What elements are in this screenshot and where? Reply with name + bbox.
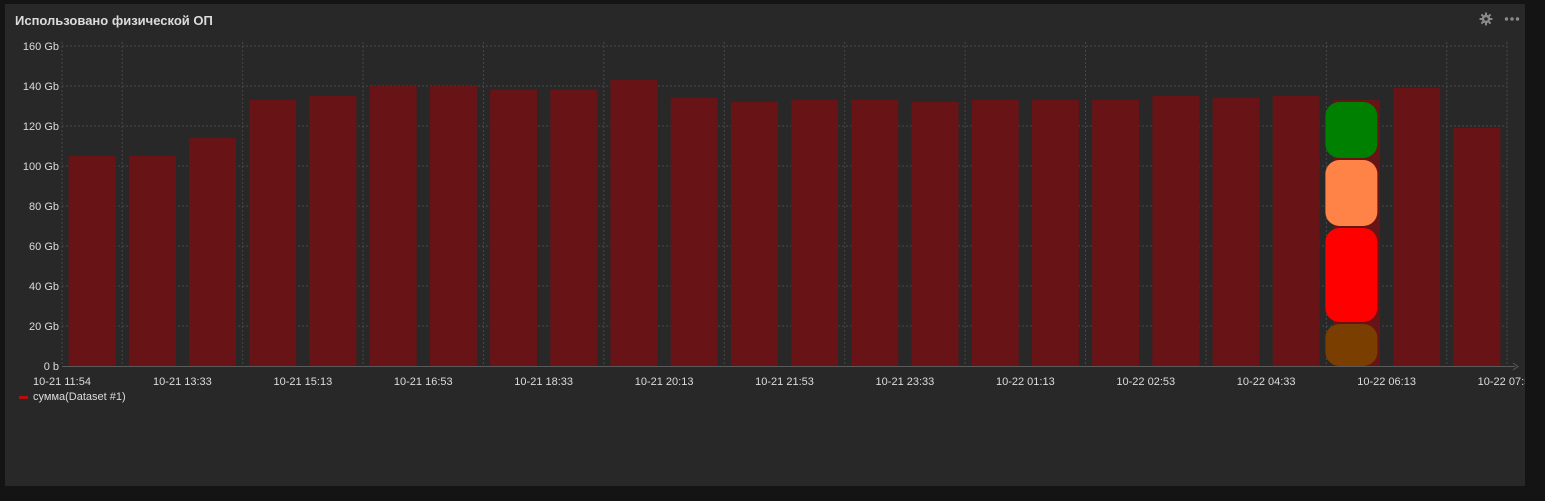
legend-label: сумма(Dataset #1) — [33, 391, 126, 403]
x-tick-label: 10-22 04:33 — [1237, 376, 1296, 388]
y-tick-label: 40 Gb — [29, 281, 59, 293]
scribble-mark — [1325, 228, 1378, 322]
bar — [1453, 128, 1501, 366]
ellipsis-icon[interactable] — [1503, 10, 1521, 28]
y-tick-label: 140 Gb — [23, 81, 59, 93]
x-tick-label: 10-21 16:53 — [394, 376, 453, 388]
x-tick-label: 10-21 15:13 — [273, 376, 332, 388]
gear-icon[interactable] — [1477, 10, 1495, 28]
y-tick-label: 20 Gb — [29, 321, 59, 333]
panel-title: Использовано физической ОП — [15, 13, 213, 28]
x-tick-label: 10-22 07:53 — [1478, 376, 1525, 388]
bar — [791, 100, 839, 366]
legend-item[interactable]: сумма(Dataset #1) — [19, 391, 126, 403]
bar — [429, 86, 477, 366]
y-tick-label: 80 Gb — [29, 201, 59, 213]
legend-swatch — [19, 395, 28, 399]
bar — [1092, 100, 1140, 366]
bar — [68, 156, 116, 366]
bar — [249, 100, 297, 366]
bar — [851, 100, 899, 366]
x-axis-arrow — [1512, 362, 1519, 371]
scribble-mark — [1325, 324, 1378, 366]
y-tick-label: 160 Gb — [23, 41, 59, 53]
bar — [1212, 98, 1260, 366]
x-tick-label: 10-21 11:54 — [33, 376, 91, 388]
bar — [971, 100, 1019, 366]
x-tick-label: 10-21 21:53 — [755, 376, 814, 388]
bar — [1272, 96, 1320, 366]
x-tick-label: 10-21 23:33 — [876, 376, 935, 388]
bar — [670, 98, 718, 366]
x-tick-label: 10-22 06:13 — [1357, 376, 1416, 388]
bar — [610, 80, 658, 366]
bar — [189, 138, 237, 366]
chart-panel: Использовано физической ОП — [5, 4, 1525, 486]
x-tick-label: 10-21 13:33 — [153, 376, 212, 388]
bar — [490, 90, 538, 366]
bar — [1393, 88, 1441, 366]
bar — [730, 102, 778, 366]
scribble-mark — [1325, 102, 1378, 158]
bar — [1152, 96, 1200, 366]
bar — [911, 102, 959, 366]
bar — [369, 86, 417, 366]
y-tick-label: 100 Gb — [23, 161, 59, 173]
bar — [550, 90, 598, 366]
scribble-mark — [1325, 160, 1378, 226]
y-tick-label: 0 b — [44, 361, 59, 373]
y-tick-label: 120 Gb — [23, 121, 59, 133]
y-tick-label: 60 Gb — [29, 241, 59, 253]
x-tick-label: 10-21 18:33 — [514, 376, 573, 388]
x-tick-label: 10-21 20:13 — [635, 376, 694, 388]
bar — [128, 156, 176, 366]
x-tick-label: 10-22 01:13 — [996, 376, 1055, 388]
bar — [309, 96, 357, 366]
chart-svg: 0 b 20 Gb 40 Gb 60 Gb 80 Gb 100 Gb 120 Gb 140 G… — [23, 41, 1525, 388]
panel-tools — [1477, 10, 1521, 28]
bar — [1031, 100, 1079, 366]
x-tick-label: 10-22 02:53 — [1116, 376, 1175, 388]
